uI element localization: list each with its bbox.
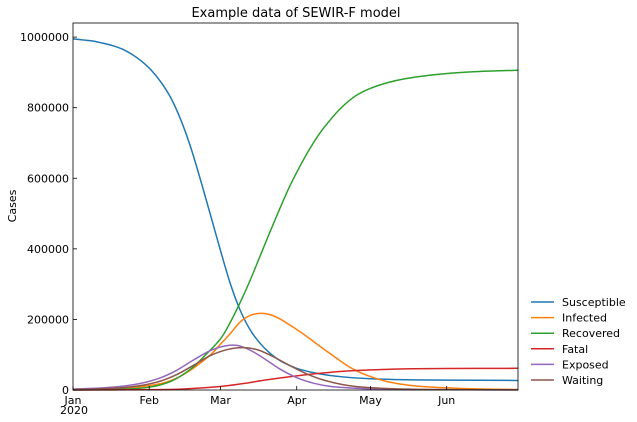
x-tick-label: Jan <box>64 394 82 407</box>
legend-label-fatal: Fatal <box>562 343 588 356</box>
x-tick-label: Apr <box>287 394 307 407</box>
series-layer <box>72 38 519 391</box>
legend: Susceptible Infected Recovered Fatal Exposed… <box>531 296 626 387</box>
legend-label-susceptible: Susceptible <box>562 296 626 309</box>
x-tick-label: Feb <box>139 394 158 407</box>
plot-frame <box>72 22 519 391</box>
y-tick-label: 200000 <box>27 313 69 326</box>
y-tick-label: 800000 <box>27 102 69 115</box>
x-tick-label: May <box>359 394 382 407</box>
y-tick-label: 400000 <box>27 243 69 256</box>
x-axis-ticks: Jan Feb Mar Apr May Jun <box>64 386 455 407</box>
x-tick-label: Mar <box>210 394 231 407</box>
y-axis-label: Cases <box>6 189 19 222</box>
legend-label-infected: Infected <box>562 312 607 325</box>
series-line-susceptible <box>72 38 519 382</box>
legend-label-waiting: Waiting <box>562 374 603 387</box>
series-line-fatal <box>72 367 519 391</box>
legend-label-exposed: Exposed <box>562 358 609 371</box>
y-tick-label: 600000 <box>27 172 69 185</box>
x-tick-label: Jun <box>437 394 455 407</box>
series-line-waiting <box>72 346 519 391</box>
chart-title: Example data of SEWIR-F model <box>191 6 400 21</box>
legend-label-recovered: Recovered <box>562 327 620 340</box>
plot-area: Jan Feb Mar Apr May Jun 0 200000 400000 600000 80… <box>20 22 519 407</box>
y-tick-label: 0 <box>62 384 69 397</box>
x-axis-year-label: 2020 <box>60 404 88 417</box>
y-axis-ticks: 0 200000 400000 600000 800000 1000000 <box>20 31 77 397</box>
y-tick-label: 1000000 <box>20 31 69 44</box>
